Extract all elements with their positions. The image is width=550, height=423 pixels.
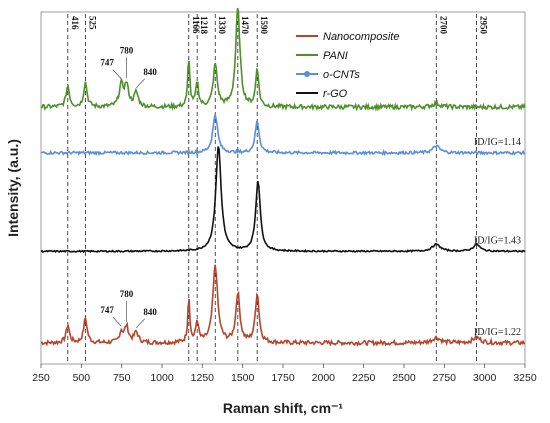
x-tick-label: 750 xyxy=(113,372,131,384)
series-line-nanocomposite xyxy=(40,264,526,347)
x-tick-label: 3250 xyxy=(513,372,537,384)
x-axis: 250 500 750 1000 1250 1500 1750 2000 2250 2500 275… xyxy=(32,364,537,384)
x-tick-label: 1250 xyxy=(191,372,215,384)
series-lines: ID/IG=1.22 ID/IG=1.14 ID/IG=1.43 xyxy=(40,7,526,347)
peak-label: 2950 xyxy=(479,16,489,35)
x-tick-label: 250 xyxy=(32,372,50,384)
annotation-label: 780 xyxy=(120,45,134,55)
legend-label: r-GO xyxy=(323,88,348,100)
x-axis-title: Raman shift, cm⁻¹ xyxy=(223,400,344,416)
legend-label: o-CNTs xyxy=(323,69,360,81)
annotation-label: 780 xyxy=(120,289,134,299)
peak-label: 2700 xyxy=(438,16,448,35)
x-tick-label: 1500 xyxy=(231,372,255,384)
series-line-r-go xyxy=(40,146,526,254)
annotation-leader xyxy=(135,78,145,89)
peak-label: 1590 xyxy=(259,16,269,35)
legend-label: Nanocomposite xyxy=(323,31,399,43)
series-line-o-cnts xyxy=(40,114,526,157)
series-line-pani xyxy=(40,7,526,112)
peak-label: 525 xyxy=(87,16,97,30)
y-axis-title: Intensity, (a.u.) xyxy=(5,139,21,237)
legend-label: PANI xyxy=(323,50,348,62)
id-ig-ratio-label: ID/IG=1.43 xyxy=(474,235,521,246)
x-tick-label: 1000 xyxy=(150,372,174,384)
x-tick-label: 2250 xyxy=(352,372,376,384)
annotation-label: 747 xyxy=(100,305,114,315)
id-ig-ratio-label: ID/IG=1.22 xyxy=(474,327,521,338)
annotation-leader xyxy=(135,318,145,329)
peak-label: 1470 xyxy=(240,16,250,35)
x-tick-label: 2500 xyxy=(392,372,416,384)
annotation-label: 840 xyxy=(143,307,157,317)
annotation-leader xyxy=(112,69,122,79)
x-tick-label: 1750 xyxy=(271,372,295,384)
id-ig-ratio-label: ID/IG=1.14 xyxy=(474,137,521,148)
peak-label: 1166 xyxy=(191,16,201,34)
x-tick-label: 2000 xyxy=(312,372,336,384)
peak-label: 1218 xyxy=(199,16,209,35)
annotation-label: 747 xyxy=(100,58,114,68)
legend-marker xyxy=(304,71,310,77)
x-tick-label: 3000 xyxy=(473,372,497,384)
peak-label: 1330 xyxy=(217,16,227,35)
annotation-leader xyxy=(112,316,122,327)
legend: Nanocomposite PANI o-CNTs r-GO xyxy=(296,31,399,100)
annotations: 747 780 840 747 780 840 xyxy=(100,45,157,329)
x-tick-label: 2750 xyxy=(433,372,457,384)
annotation-label: 840 xyxy=(143,67,157,77)
x-tick-label: 500 xyxy=(73,372,91,384)
peak-label: 416 xyxy=(70,16,80,30)
